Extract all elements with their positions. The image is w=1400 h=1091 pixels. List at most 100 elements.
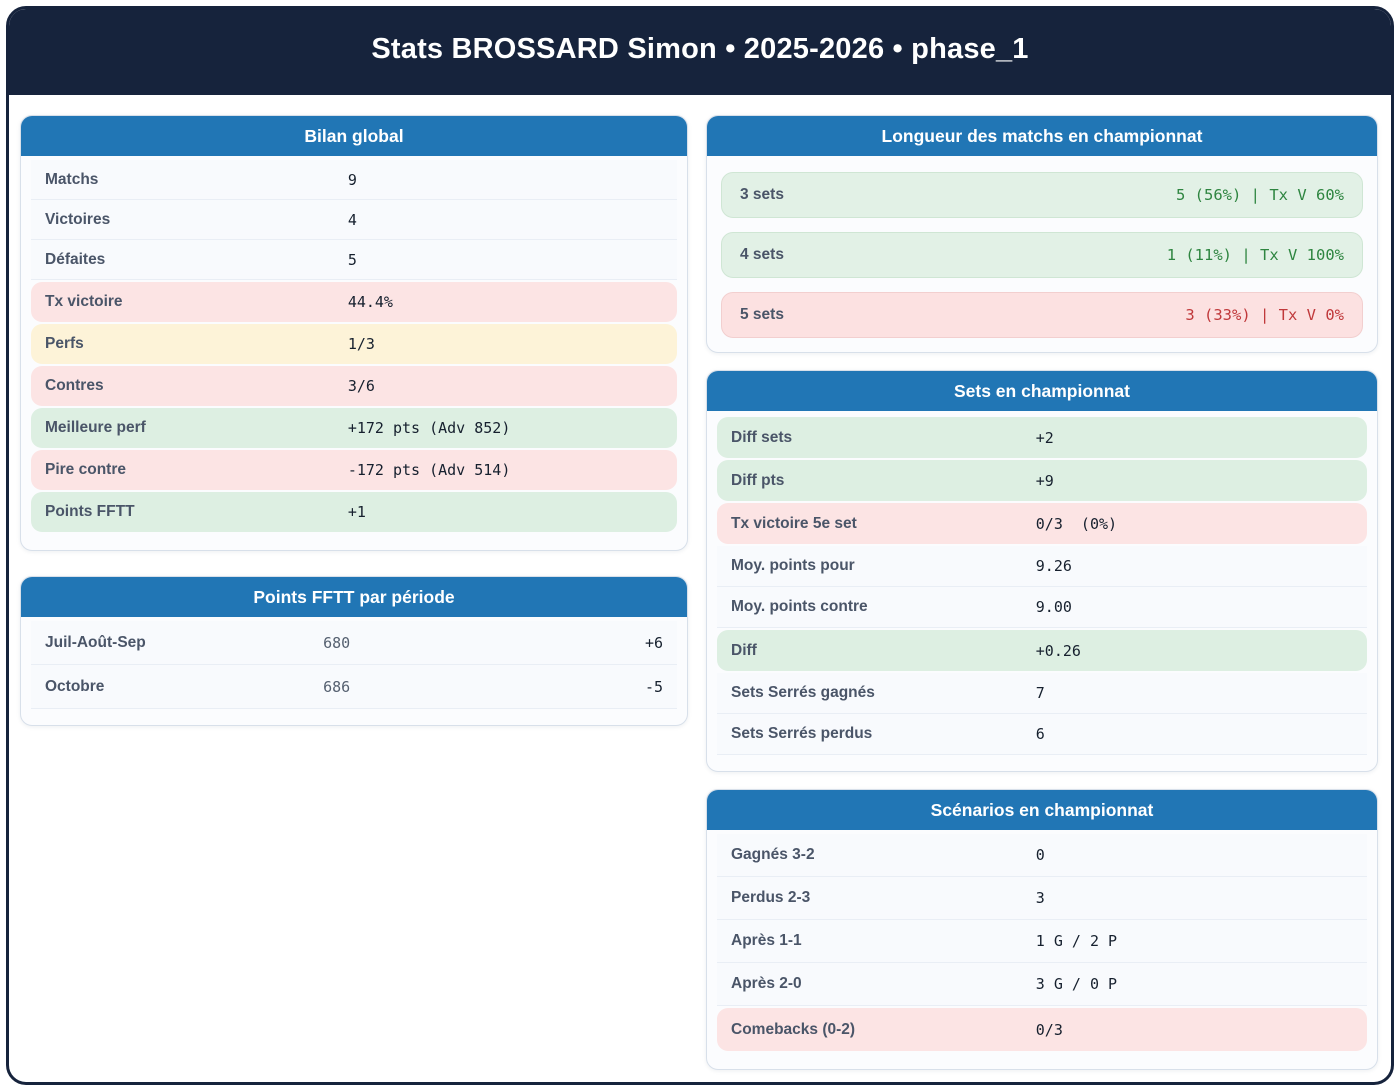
bilan-global-card-title: Bilan global [21,116,687,156]
longueur-matchs-card-body: 3 sets 5 (56%) | Tx V 60% 4 sets 1 (11%) | … [707,156,1377,352]
stat-row: Moy. points contre 9.00 [717,587,1367,628]
row-label: Points FFTT [45,503,135,520]
bilan-global-card-body: Matchs 9 Victoires 4 Défaites 5 Tx victoire 44.… [21,156,687,550]
row-value: 3 G / 0 P [1035,975,1118,993]
stat-row: Perfs 1/3 [31,324,677,364]
stat-row: Meilleure perf +172 pts (Adv 852) [31,408,677,448]
row-label: Diff sets [731,428,793,446]
row-value: 44.4% [347,293,393,311]
scenarios-championnat-card-title: Scénarios en championnat [707,790,1377,830]
longueur-matchs-card-title: Longueur des matchs en championnat [707,116,1377,156]
stat-row: Après 2-0 3 G / 0 P [717,963,1367,1006]
sets-championnat-card-body: Diff sets +2 Diff pts +9 Tx victoire 5e set 0… [707,411,1377,771]
stat-row: Moy. points pour 9.26 [717,546,1367,587]
delta-value: -5 [644,677,663,696]
match-length-row: 5 sets 3 (33%) | Tx V 0% [721,292,1363,338]
row-value: 0/3 [1035,1020,1063,1039]
match-length-value: 5 (56%) | Tx V 60% [1176,186,1344,204]
left-column: Bilan global Matchs 9 Victoires 4 Défaites 5 T… [20,115,688,726]
row-label: Moy. points pour [731,557,855,574]
points-value: 686 [323,677,351,696]
longueur-matchs-card: Longueur des matchs en championnat 3 set… [706,115,1378,353]
row-value: 5 [347,250,357,269]
row-value: 9.00 [1035,598,1072,616]
row-value: +172 pts (Adv 852) [347,419,511,437]
row-label: Matchs [45,170,99,188]
row-value: 3 [1035,889,1045,907]
row-value: 9.26 [1035,557,1072,575]
stat-row: Pire contre -172 pts (Adv 514) [31,450,677,490]
stat-row: Tx victoire 44.4% [31,282,677,322]
row-label: Moy. points contre [731,598,868,615]
points-fftt-periode-card-title: Points FFTT par période [21,577,687,617]
row-label: Diff [731,641,757,659]
row-label: Comebacks (0-2) [731,1020,856,1038]
row-label: Victoires [45,210,111,228]
scenarios-championnat-card: Scénarios en championnat Gagnés 3-2 0 Perd… [706,789,1378,1070]
stat-row: Sets Serrés gagnés 7 [717,673,1367,714]
row-label: Perfs [45,335,84,352]
row-value: 4 [347,210,357,229]
period-label: Juil-Août-Sep [45,633,146,651]
row-value: 1 G / 2 P [1035,932,1118,950]
match-length-row: 4 sets 1 (11%) | Tx V 100% [721,232,1363,278]
row-label: Pire contre [45,461,126,478]
stat-row: Diff sets +2 [717,417,1367,458]
row-value: +0.26 [1035,641,1081,660]
row-value: 0/3 (0%) [1035,514,1118,533]
row-value: +2 [1035,428,1054,447]
row-label: Meilleure perf [45,419,146,436]
row-value: 6 [1035,725,1045,743]
row-label: Gagnés 3-2 [731,846,815,863]
stats-page: Stats BROSSARD Simon • 2025-2026 • phase… [6,6,1394,1085]
match-length-row: 3 sets 5 (56%) | Tx V 60% [721,172,1363,218]
stat-row: Contres 3/6 [31,366,677,406]
row-value: +9 [1035,471,1054,490]
row-label: Tx victoire 5e set [731,514,857,532]
row-label: Perdus 2-3 [731,889,811,906]
match-length-value: 1 (11%) | Tx V 100% [1166,246,1344,264]
points-value: 680 [323,633,351,652]
row-value: 7 [1035,684,1045,702]
bilan-global-card: Bilan global Matchs 9 Victoires 4 Défaites 5 T… [20,115,688,551]
stat-row: Défaites 5 [31,240,677,280]
page-title-bar: Stats BROSSARD Simon • 2025-2026 • phase… [9,9,1391,95]
match-length-label: 3 sets [740,186,784,203]
delta-value: +6 [644,633,663,652]
stat-row: Comebacks (0-2) 0/3 [717,1008,1367,1051]
row-label: Tx victoire [45,293,123,310]
stat-row: Points FFTT +1 [31,492,677,532]
period-row: Octobre 686 -5 [31,665,677,709]
stat-row: Tx victoire 5e set 0/3 (0%) [717,503,1367,544]
row-label: Après 1-1 [731,932,802,949]
match-length-label: 4 sets [740,246,784,263]
stat-row: Victoires 4 [31,200,677,240]
row-label: Contres [45,377,104,394]
match-length-label: 5 sets [740,306,784,323]
row-label: Diff pts [731,471,785,489]
row-value: 3/6 [347,377,375,395]
sets-championnat-card: Sets en championnat Diff sets +2 Diff pts +… [706,370,1378,772]
stat-row: Sets Serrés perdus 6 [717,714,1367,755]
row-value: +1 [347,503,366,521]
row-value: 1/3 [347,335,375,353]
row-label: Sets Serrés gagnés [731,684,875,701]
sets-championnat-card-title: Sets en championnat [707,371,1377,411]
stat-row: Gagnés 3-2 0 [717,834,1367,877]
stat-row: Après 1-1 1 G / 2 P [717,920,1367,963]
row-value: -172 pts (Adv 514) [347,461,511,479]
stat-row: Diff +0.26 [717,630,1367,671]
stat-row: Diff pts +9 [717,460,1367,501]
right-column: Longueur des matchs en championnat 3 set… [706,115,1378,1070]
row-label: Sets Serrés perdus [731,725,873,742]
row-label: Après 2-0 [731,975,802,992]
points-fftt-periode-card: Points FFTT par période Juil-Août-Sep 680… [20,576,688,726]
row-value: 9 [347,170,357,189]
period-label: Octobre [45,677,105,695]
scenarios-championnat-card-body: Gagnés 3-2 0 Perdus 2-3 3 Après 1-1 1 G / 2 P… [707,830,1377,1069]
stat-row: Perdus 2-3 3 [717,877,1367,920]
content-grid: Bilan global Matchs 9 Victoires 4 Défaites 5 T… [9,95,1391,1070]
period-row: Juil-Août-Sep 680 +6 [31,621,677,665]
row-value: 0 [1035,846,1045,864]
page-title: Stats BROSSARD Simon • 2025-2026 • phase… [371,32,1029,65]
